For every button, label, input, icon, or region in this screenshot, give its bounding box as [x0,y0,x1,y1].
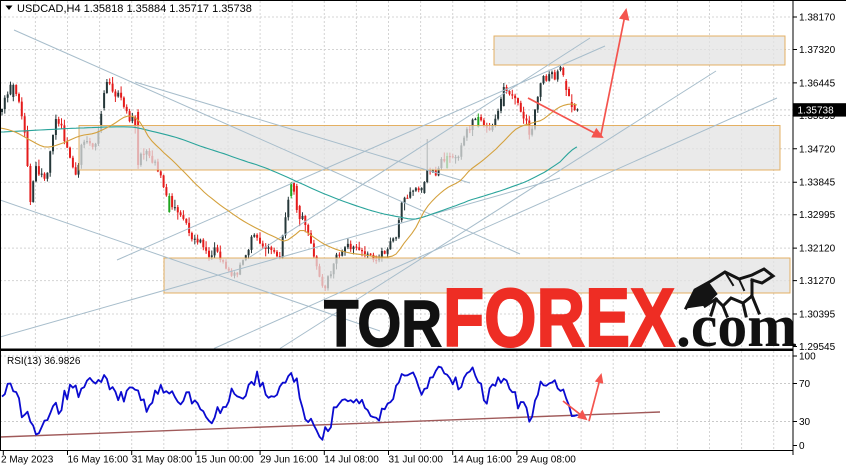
svg-text:16 May 16:00: 16 May 16:00 [68,455,129,466]
svg-text:0: 0 [799,441,805,452]
svg-text:1.34720: 1.34720 [799,144,836,155]
svg-text:USDCAD,H4 1.35818 1.35884 1.3: USDCAD,H4 1.35818 1.35884 1.35717 1.3573… [17,3,252,15]
svg-text:70: 70 [799,379,811,390]
svg-text:29 Jun 16:00: 29 Jun 16:00 [260,455,318,466]
svg-text:31 Jul 00:00: 31 Jul 00:00 [389,455,444,466]
svg-text:100: 100 [799,352,816,363]
svg-text:15 Jun 00:00: 15 Jun 00:00 [196,455,254,466]
svg-text:29 Aug 08:00: 29 Aug 08:00 [517,455,576,466]
svg-text:31 May 08:00: 31 May 08:00 [132,455,193,466]
svg-text:1.36445: 1.36445 [799,78,836,89]
svg-text:1.38170: 1.38170 [799,13,836,24]
svg-text:1.31270: 1.31270 [799,276,836,287]
svg-text:1.33845: 1.33845 [799,178,836,189]
svg-text:RSI(13) 36.9826: RSI(13) 36.9826 [7,356,81,367]
svg-text:14 Aug 16:00: 14 Aug 16:00 [453,455,512,466]
svg-text:1.37320: 1.37320 [799,45,836,56]
svg-text:2 May 2023: 2 May 2023 [1,455,54,466]
svg-text:1.30395: 1.30395 [799,310,836,321]
svg-text:1.32120: 1.32120 [799,244,836,255]
svg-text:30: 30 [799,417,811,428]
svg-text:14 Jul 08:00: 14 Jul 08:00 [324,455,379,466]
svg-text:1.32995: 1.32995 [799,210,836,221]
svg-text:1.35738: 1.35738 [798,105,835,116]
